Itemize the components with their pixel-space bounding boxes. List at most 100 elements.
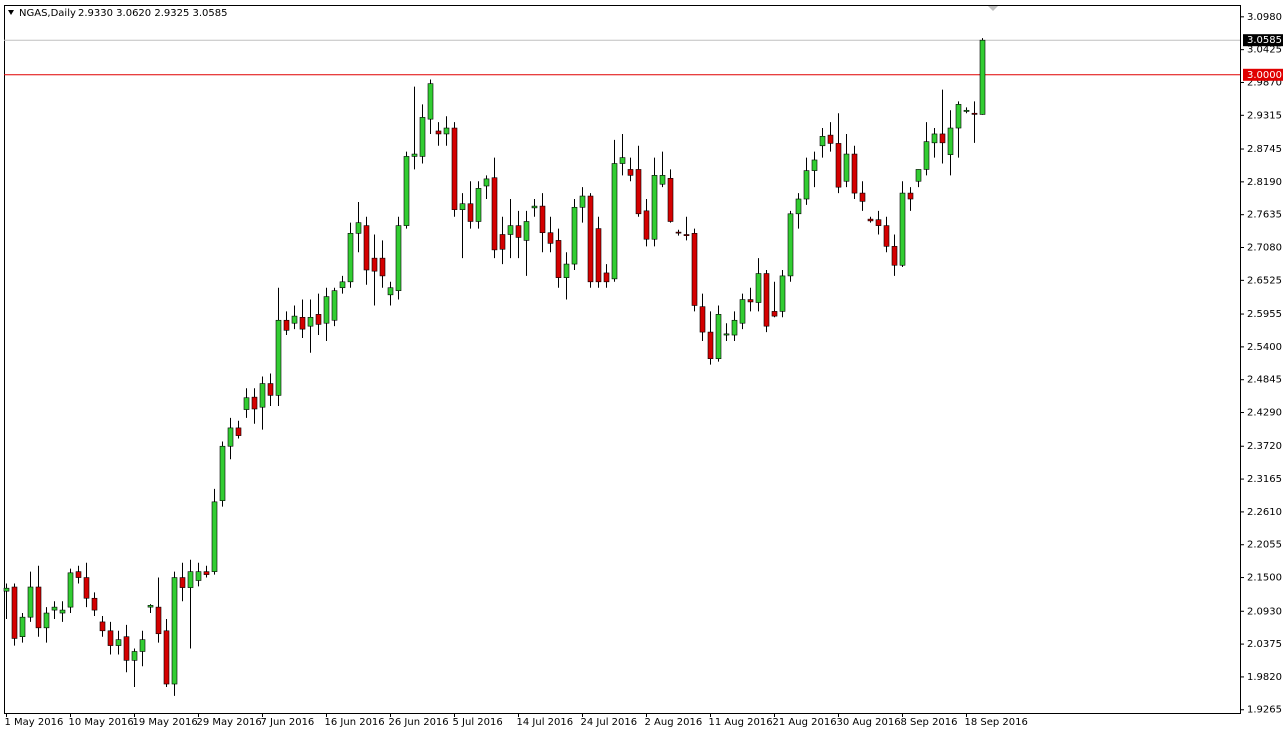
candle-body [219,445,226,501]
candle-body [371,257,378,272]
candle-body [739,299,746,324]
candle-body [411,153,418,157]
candle-body [443,127,450,135]
x-tick-label: 1 May 2016 [5,717,64,728]
chart-title: NGAS,Daily [19,8,76,19]
candle-body [747,299,754,303]
candle-body [403,156,410,226]
candle-body [387,287,394,296]
candle-body [515,225,522,238]
x-tick-label: 16 Jun 2016 [325,717,385,728]
candle-body [955,104,962,129]
candle-body [235,427,242,436]
candle-body [251,396,258,410]
price-label-box [1243,34,1283,47]
y-tick-label: 2.0375 [1247,639,1282,650]
candle-body [579,195,586,208]
price-label: 3.0000 [1247,70,1282,81]
candle-body [619,157,626,164]
x-tick-label: 7 Jun 2016 [261,717,315,728]
candle-body [267,383,274,396]
candle-body [43,612,50,629]
candle-body [451,127,458,210]
candle-body [891,246,898,266]
candle-body [795,198,802,215]
candle-body [91,597,98,611]
y-tick-label: 2.6525 [1247,275,1282,286]
candle-body [867,218,874,222]
x-tick-label: 14 Jul 2016 [517,717,574,728]
shift-marker [988,6,998,11]
y-tick-label: 2.1500 [1247,573,1282,584]
candle-body [539,205,546,234]
candle-body [963,109,970,112]
candle-body [459,203,466,210]
candle-body [155,606,162,635]
candle-body [27,586,34,618]
candle-body [811,159,818,171]
candle-body [259,383,266,408]
candle-body [171,577,178,685]
candle-body [835,143,842,188]
candle-body [571,206,578,265]
x-tick-label: 11 Aug 2016 [709,717,773,728]
y-tick-label: 2.4290 [1247,408,1282,419]
candle-body [915,169,922,182]
y-tick-label: 2.3165 [1247,474,1282,485]
candle-body [35,586,42,629]
candle-body [107,630,114,646]
candle-body [11,586,18,639]
candle-body [363,225,370,271]
candle-body [283,319,290,331]
candle-body [483,178,490,187]
candle-body [803,170,810,200]
candle-body [131,651,138,661]
x-tick-label: 26 Jun 2016 [389,717,449,728]
candle-body [243,397,250,410]
candle-body [475,188,482,222]
candle-body [51,606,58,611]
candle-body [67,572,74,608]
candle-body [499,234,506,250]
candle-body [691,233,698,306]
candle-body [531,205,538,209]
x-tick-label: 29 May 2016 [197,717,262,728]
candle-body [659,175,666,185]
x-tick-label: 2 Aug 2016 [645,717,703,728]
x-tick-label: 21 Aug 2016 [773,717,837,728]
y-tick-label: 2.2610 [1247,507,1282,518]
price-label: 3.0585 [1247,35,1282,46]
candle-body [507,225,514,235]
candle-body [627,169,634,176]
y-tick-label: 2.7635 [1247,210,1282,221]
candle-body [779,275,786,312]
candle-body [379,257,386,277]
y-tick-label: 3.0980 [1247,12,1282,23]
candle-body [651,175,658,240]
candle-body [59,609,66,614]
menu-arrow[interactable] [8,10,14,15]
x-tick-label: 10 May 2016 [69,717,134,728]
candle-body [323,296,330,324]
candle-body [3,587,10,592]
candle-body [307,317,314,327]
candle-body [755,273,762,303]
candle-body [395,225,402,291]
candle-body [763,273,770,327]
candle-body [83,577,90,599]
candle-body [787,213,794,277]
candle-body [555,240,562,278]
y-tick-label: 2.5955 [1247,309,1282,320]
candle-body [99,621,106,632]
candle-body [875,219,882,226]
candle-body [75,571,82,578]
candle-body [563,263,570,278]
candle-body [843,153,850,182]
candle-body [211,501,218,572]
candle-body [971,112,978,115]
y-tick-label: 2.0930 [1247,606,1282,617]
x-tick-label: 18 Sep 2016 [965,717,1028,728]
